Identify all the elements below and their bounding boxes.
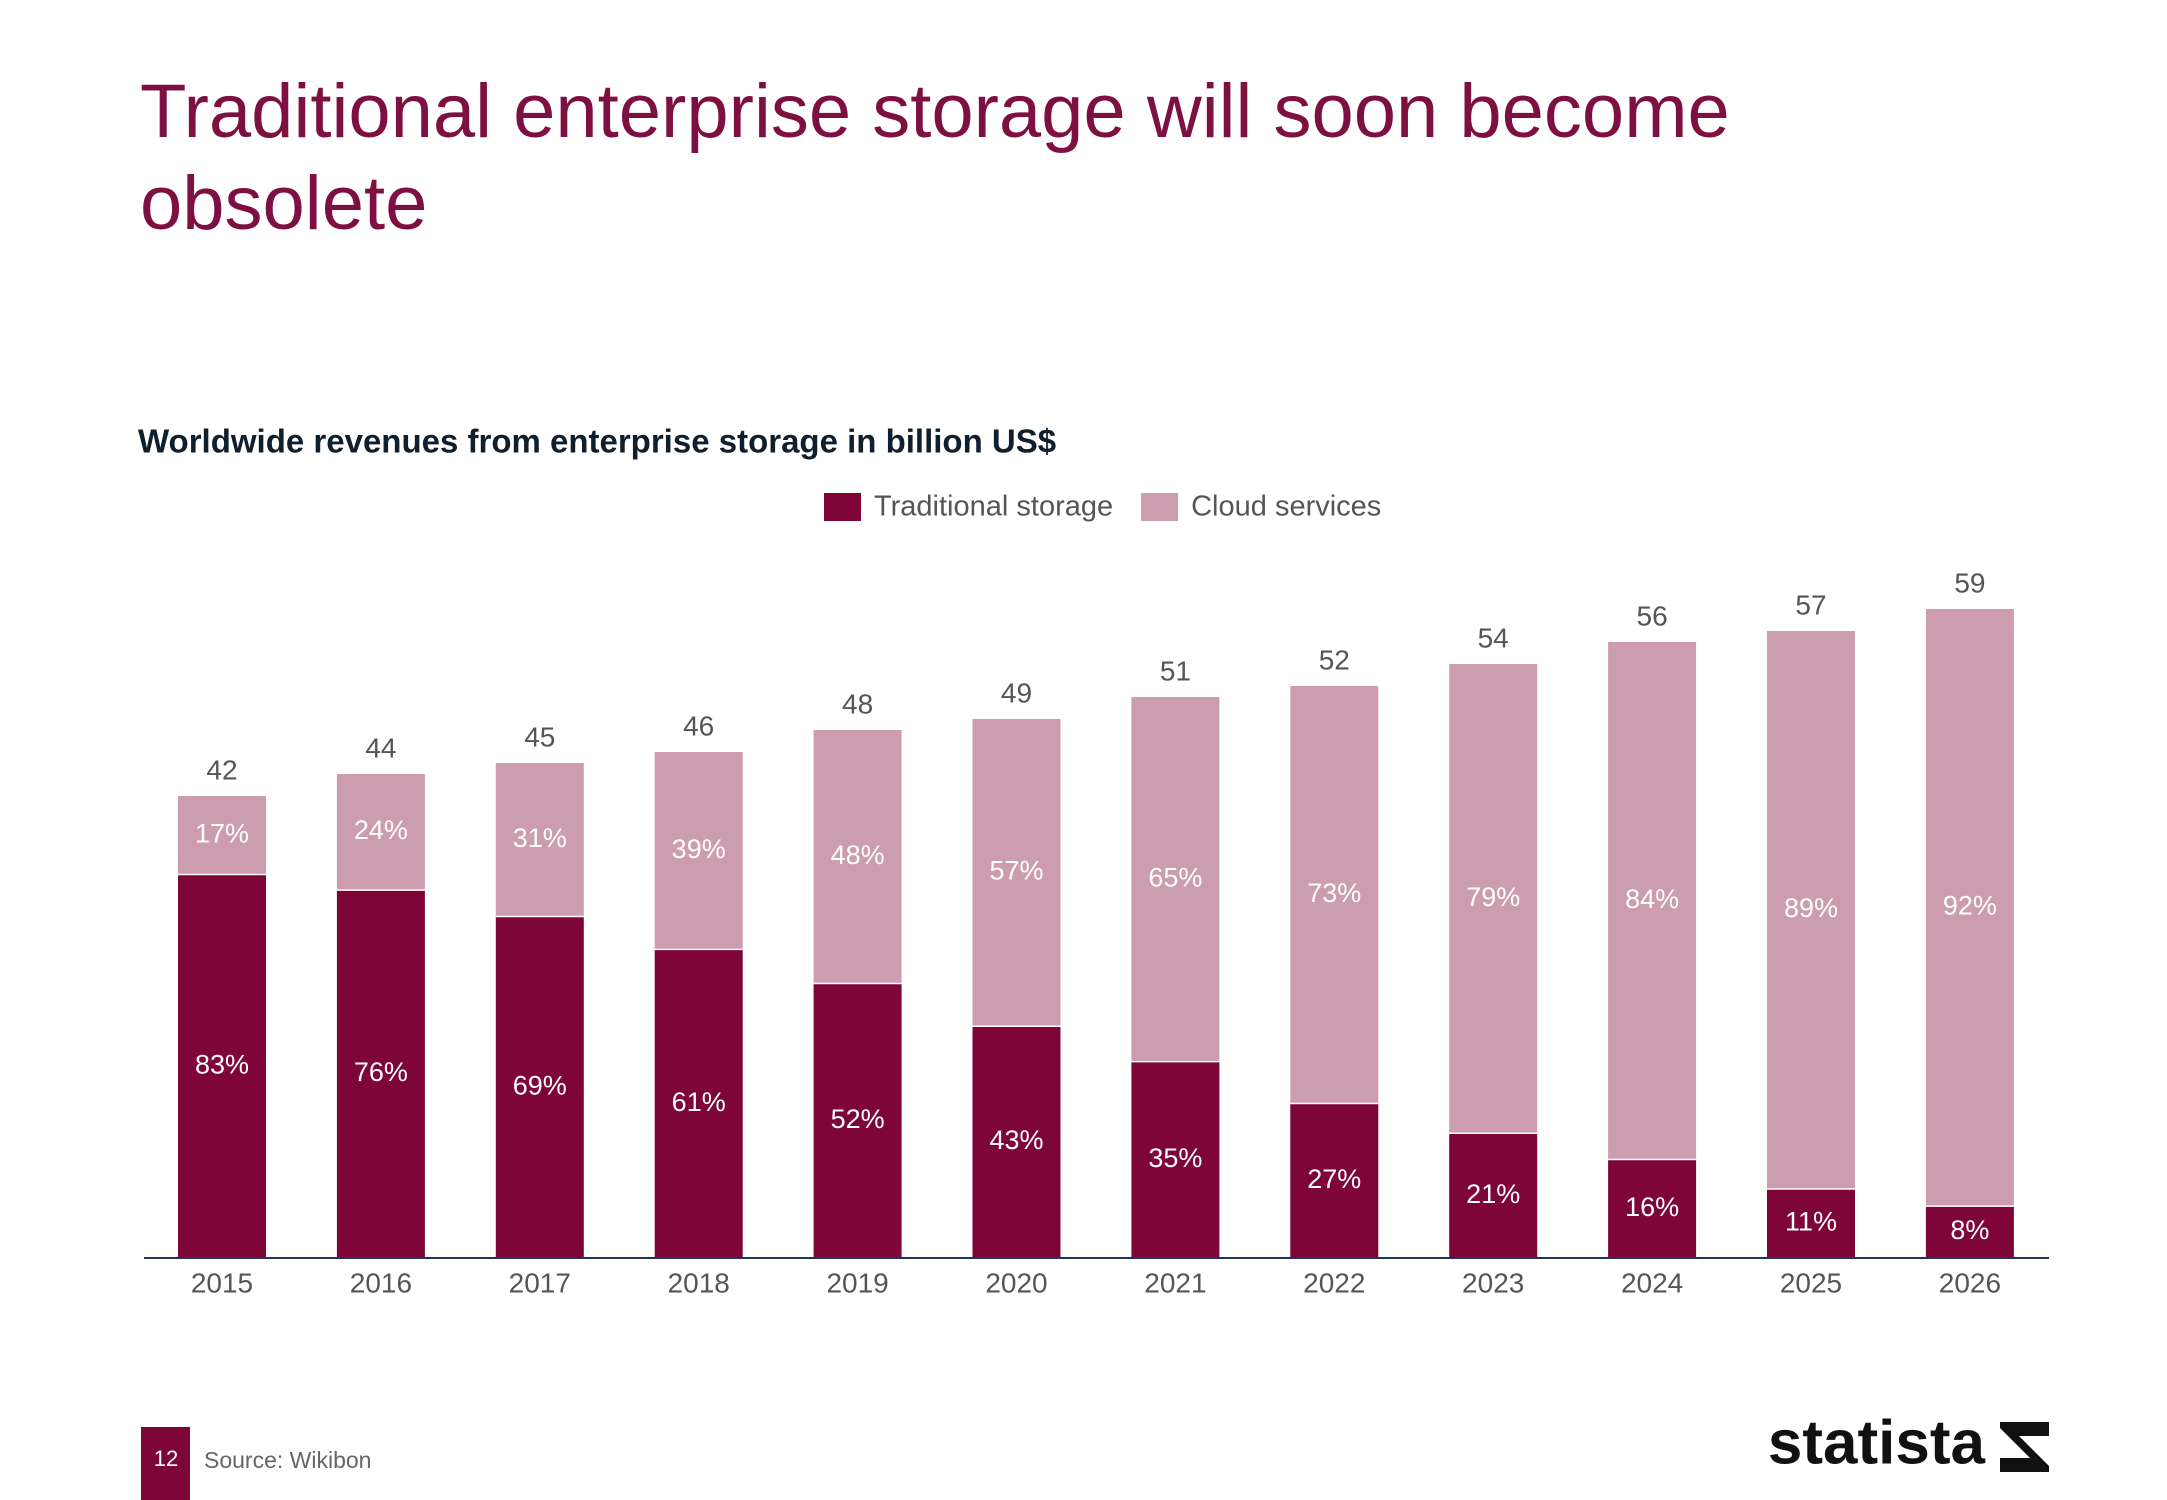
x-tick-label: 2021 (1144, 1267, 1206, 1298)
segment-label: 21% (1466, 1179, 1520, 1209)
x-tick-label: 2020 (985, 1267, 1047, 1298)
segment-label: 61% (672, 1087, 726, 1117)
total-label: 44 (365, 732, 396, 763)
bar-segment (336, 774, 425, 891)
bar-segment (1767, 631, 1855, 1190)
legend-swatch (1141, 493, 1179, 521)
segment-label: 84% (1625, 884, 1679, 914)
bar-segment (1131, 697, 1220, 1062)
segment-label: 11% (1785, 1207, 1837, 1237)
brand-logo: statista (1768, 1408, 1986, 1477)
segment-label: 92% (1943, 891, 1997, 921)
bar-segment (1925, 609, 2014, 1207)
total-label: 56 (1637, 600, 1668, 631)
chart-subtitle: Worldwide revenues from enterprise stora… (138, 423, 1056, 460)
bar-segment (495, 763, 584, 917)
legend-label: Traditional storage (874, 491, 1113, 523)
segment-label: 27% (1307, 1164, 1361, 1194)
bar-segment (1290, 1103, 1379, 1258)
bar-segment (1608, 1159, 1697, 1258)
x-tick-label: 2023 (1462, 1267, 1524, 1298)
x-tick-label: 2016 (350, 1267, 412, 1298)
brand-icon (2000, 1422, 2049, 1472)
total-label: 59 (1954, 567, 1985, 598)
total-label: 49 (1001, 677, 1032, 708)
bar-segment (178, 796, 266, 875)
legend-label: Cloud services (1191, 491, 1381, 523)
segment-label: 57% (989, 856, 1043, 886)
x-tick-label: 2025 (1780, 1267, 1842, 1298)
bar-segment (972, 719, 1061, 1027)
segment-label: 39% (672, 834, 726, 864)
segment-label: 89% (1784, 893, 1838, 923)
total-label: 52 (1319, 644, 1350, 675)
bar-segment (1290, 686, 1379, 1104)
segment-label: 35% (1148, 1143, 1202, 1173)
x-tick-label: 2017 (509, 1267, 571, 1298)
x-tick-label: 2018 (668, 1267, 730, 1298)
x-tick-label: 2019 (826, 1267, 888, 1298)
segment-label: 76% (354, 1057, 408, 1087)
total-label: 51 (1160, 655, 1191, 686)
segment-label: 17% (195, 818, 249, 848)
bar-segment (813, 983, 902, 1258)
total-label: 48 (842, 688, 873, 719)
bar-segment (1767, 1189, 1855, 1258)
segment-label: 8% (1950, 1215, 1989, 1245)
segment-label: 73% (1307, 878, 1361, 908)
x-tick-label: 2024 (1621, 1267, 1683, 1298)
segment-label: 43% (989, 1125, 1043, 1155)
x-tick-label: 2015 (191, 1267, 253, 1298)
segment-label: 16% (1625, 1192, 1679, 1222)
x-tick-label: 2026 (1939, 1267, 2001, 1298)
bar-segment (336, 890, 425, 1258)
bar-segment (1925, 1206, 2014, 1258)
bar-segment (654, 949, 743, 1258)
page-number: 12 (154, 1446, 178, 1471)
total-label: 57 (1795, 589, 1826, 620)
segment-label: 24% (354, 815, 408, 845)
bar-segment (1449, 664, 1538, 1134)
bar-segment (495, 916, 584, 1258)
segment-label: 83% (195, 1049, 249, 1079)
page-number-box (141, 1427, 190, 1500)
segment-label: 65% (1148, 862, 1202, 892)
x-tick-label: 2022 (1303, 1267, 1365, 1298)
total-label: 45 (524, 721, 555, 752)
bar-segment (1449, 1133, 1538, 1258)
total-label: 54 (1478, 622, 1509, 653)
bar-segment (654, 752, 743, 950)
source: Source: Wikibon (204, 1447, 371, 1473)
bar-segment (972, 1026, 1061, 1258)
bar-segment (178, 874, 266, 1258)
bar-segment (1131, 1061, 1220, 1258)
segment-label: 79% (1466, 882, 1520, 912)
segment-label: 69% (513, 1070, 567, 1100)
segment-label: 31% (513, 823, 567, 853)
bar-segment (813, 730, 902, 984)
segment-label: 52% (831, 1104, 885, 1134)
legend-swatch (824, 493, 861, 521)
total-label: 46 (683, 710, 714, 741)
bar-segment (1608, 642, 1697, 1160)
segment-label: 48% (831, 840, 885, 870)
total-label: 42 (206, 754, 237, 785)
slide-title: Traditional enterprise storage will soon… (140, 69, 1730, 246)
